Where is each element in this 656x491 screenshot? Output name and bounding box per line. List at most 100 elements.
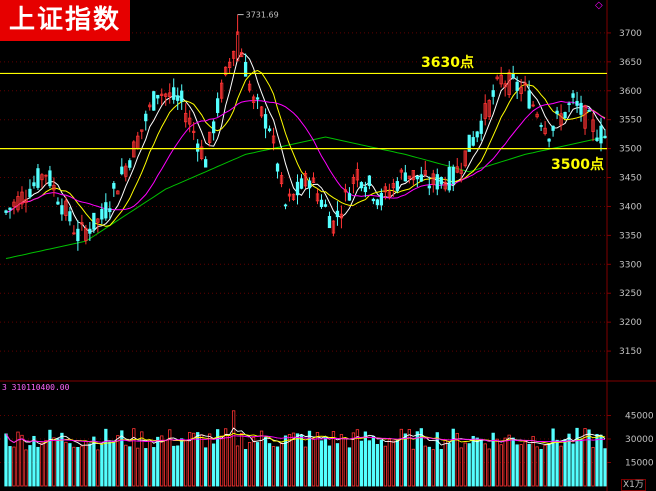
candle-body — [543, 127, 547, 135]
candle-body — [132, 141, 136, 158]
candle-body — [100, 209, 104, 220]
candle-body — [387, 191, 391, 198]
volume-tick-label: 15000 — [625, 459, 654, 469]
candle-body — [287, 193, 292, 197]
candle-body — [459, 170, 463, 174]
candle-body — [515, 81, 519, 91]
volume-bar — [591, 446, 595, 487]
candle-body — [164, 93, 168, 97]
volume-bar — [88, 443, 92, 487]
candle-body — [188, 117, 192, 125]
volume-bar — [259, 430, 264, 487]
volume-bar — [539, 448, 543, 487]
candle-body — [487, 100, 491, 117]
volume-bar — [367, 440, 372, 487]
volume-bar — [527, 443, 531, 487]
candle-body — [275, 163, 280, 172]
candle-body — [491, 90, 495, 97]
candle-body — [243, 61, 248, 77]
volume-bar — [243, 449, 248, 487]
volume-bar — [503, 437, 507, 487]
candle-body — [431, 173, 435, 185]
volume-bar — [407, 429, 411, 487]
candle-body — [407, 175, 411, 180]
volume-bar — [587, 429, 591, 487]
volume-bar — [323, 437, 328, 487]
candle-body — [172, 87, 176, 100]
volume-bar — [76, 446, 80, 487]
candle-body — [124, 165, 128, 177]
candle-body — [148, 104, 152, 108]
candle-body — [212, 121, 216, 134]
candle-body — [511, 73, 515, 78]
volume-bar — [92, 436, 96, 487]
price-tick-label: 3600 — [619, 87, 642, 97]
candle-body — [331, 220, 336, 234]
volume-bar — [567, 433, 571, 487]
candle-body — [112, 183, 116, 189]
volume-ma-line — [5, 433, 606, 444]
candle-body — [259, 106, 264, 117]
candle-body — [415, 175, 419, 180]
price-tick-label: 3650 — [619, 58, 642, 68]
volume-bar — [96, 449, 100, 487]
candle-body — [339, 213, 344, 219]
volume-bar — [399, 428, 403, 487]
candle-body — [140, 129, 144, 132]
moving-average-layer — [5, 52, 606, 233]
candle-body — [475, 131, 479, 138]
candle-body — [231, 50, 236, 59]
volume-bar — [283, 435, 288, 487]
volume-bar — [395, 439, 399, 487]
ma60-layer — [5, 136, 606, 259]
volume-layer — [4, 410, 607, 487]
volume-bar — [36, 446, 40, 487]
candle-body — [467, 134, 471, 152]
volume-bar — [415, 431, 419, 487]
volume-bar — [28, 445, 32, 487]
volume-bar — [451, 428, 455, 487]
candle-body — [176, 95, 180, 101]
candle-body — [495, 76, 499, 80]
volume-bar — [60, 432, 64, 487]
volume-bar — [168, 429, 172, 487]
candle-body — [479, 120, 483, 134]
candle-body — [383, 186, 388, 193]
volume-bar — [331, 431, 336, 487]
diamond-icon[interactable]: ◇ — [595, 0, 603, 11]
volume-bar — [543, 444, 547, 487]
volume-bar — [200, 434, 204, 487]
candle-body — [108, 208, 112, 213]
volume-bar — [583, 428, 587, 487]
candle-body — [92, 212, 96, 230]
volume-bar — [32, 435, 36, 487]
volume-bar — [531, 435, 535, 487]
candle-body — [80, 222, 84, 225]
candle-body — [319, 199, 324, 208]
volume-bar — [8, 446, 12, 487]
price-tick-label: 3550 — [619, 116, 642, 126]
candle-body — [359, 182, 364, 189]
volume-bar — [579, 439, 583, 487]
volume-axis: 15000 30000 45000 — [607, 412, 654, 469]
volume-bar — [555, 439, 559, 487]
volume-unit-label: X1万 — [621, 479, 646, 491]
candle-body — [247, 83, 252, 91]
candle-body — [379, 192, 384, 206]
volume-bar — [379, 439, 384, 487]
volume-bar — [431, 449, 435, 487]
volume-bar — [435, 432, 439, 487]
volume-bar — [104, 428, 108, 487]
candle-body — [156, 94, 160, 99]
volume-bar — [291, 432, 296, 487]
volume-bar — [263, 437, 268, 487]
volume-bar — [251, 436, 256, 487]
candle-body — [347, 193, 352, 201]
candle-body — [48, 170, 52, 187]
candle-body — [263, 114, 268, 129]
candle-body — [399, 169, 403, 173]
price-tick-label: 3450 — [619, 174, 642, 184]
volume-bar — [164, 440, 168, 487]
candle-body — [72, 232, 76, 235]
candle-body — [539, 125, 543, 127]
